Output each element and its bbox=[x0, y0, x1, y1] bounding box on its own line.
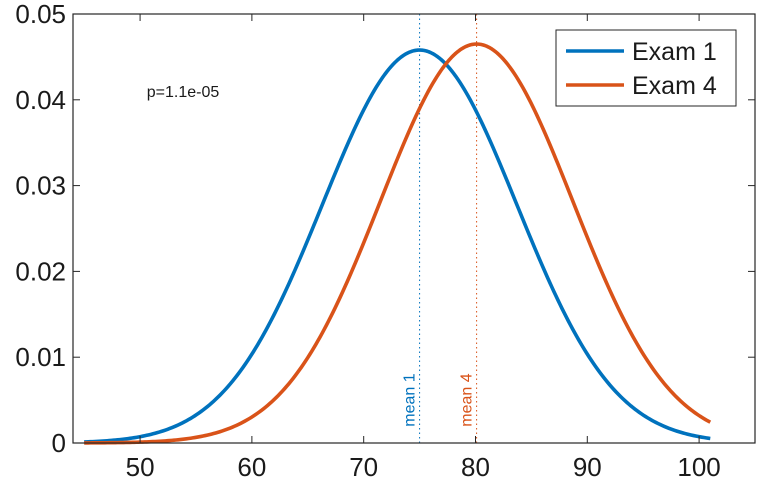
legend-box bbox=[555, 29, 737, 107]
legend: Exam 1 Exam 4 bbox=[555, 29, 737, 107]
p-value-annotation: p=1.1e-05 bbox=[147, 84, 220, 101]
mean-line-label: mean 1 bbox=[402, 373, 419, 426]
x-axis: 50 60 70 80 90 100 bbox=[126, 14, 721, 482]
y-tick-label: 0.02 bbox=[15, 256, 66, 286]
y-axis: 0 0.01 0.02 0.03 0.04 0.05 bbox=[15, 0, 755, 458]
x-tick-label: 70 bbox=[349, 452, 378, 482]
y-tick-label: 0.01 bbox=[15, 342, 66, 372]
plot-frame bbox=[72, 13, 756, 444]
y-tick-label: 0.03 bbox=[15, 171, 66, 201]
y-tick-label: 0.04 bbox=[15, 85, 66, 115]
legend-label: Exam 1 bbox=[632, 38, 717, 66]
mean-labels: mean 1 mean 4 bbox=[402, 373, 476, 426]
x-tick-label: 100 bbox=[677, 452, 720, 482]
series-line bbox=[84, 48, 711, 444]
x-tick-label: 90 bbox=[573, 452, 602, 482]
series-line bbox=[84, 42, 712, 445]
legend-label: Exam 4 bbox=[632, 72, 717, 100]
x-tick-label: 50 bbox=[126, 452, 155, 482]
y-tick-label: 0 bbox=[52, 428, 66, 458]
x-tick-label: 80 bbox=[461, 452, 490, 482]
series-lines bbox=[84, 42, 712, 445]
y-tick-label: 0.05 bbox=[15, 0, 66, 29]
x-tick-label: 60 bbox=[237, 452, 266, 482]
mean-line-label: mean 4 bbox=[459, 373, 476, 426]
